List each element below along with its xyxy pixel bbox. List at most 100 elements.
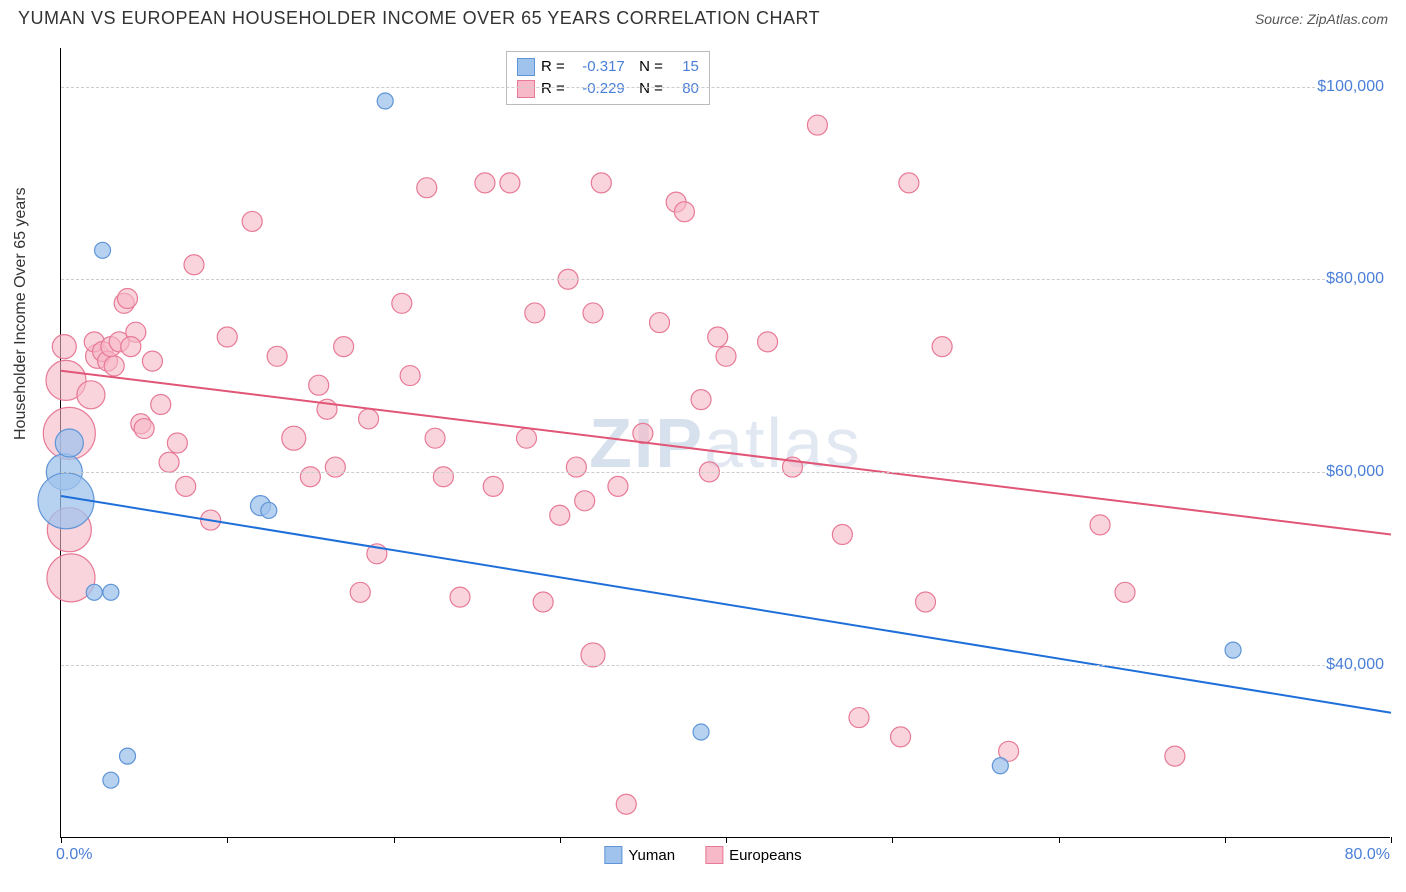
data-point — [400, 366, 420, 386]
data-point — [425, 428, 445, 448]
data-point — [517, 428, 537, 448]
x-tick — [892, 837, 893, 843]
data-point — [52, 335, 76, 359]
data-point — [899, 173, 919, 193]
data-point — [550, 505, 570, 525]
data-point — [708, 327, 728, 347]
legend-label: Yuman — [628, 847, 675, 864]
data-point — [142, 351, 162, 371]
data-point — [334, 337, 354, 357]
regression-line — [61, 496, 1391, 713]
x-tick — [61, 837, 62, 843]
data-point — [103, 584, 119, 600]
data-point — [1225, 642, 1241, 658]
data-point — [176, 476, 196, 496]
data-point — [832, 525, 852, 545]
legend-r-value: -0.317 — [571, 56, 625, 78]
legend-swatch — [705, 846, 723, 864]
data-point — [392, 293, 412, 313]
data-point — [377, 93, 393, 109]
gridline — [61, 472, 1390, 473]
data-point — [583, 303, 603, 323]
data-point — [581, 643, 605, 667]
legend-r-value: -0.229 — [571, 78, 625, 100]
x-tick — [560, 837, 561, 843]
data-point — [134, 419, 154, 439]
data-point — [104, 356, 124, 376]
legend-swatch — [604, 846, 622, 864]
series-legend: Yuman Europeans — [604, 846, 801, 864]
data-point — [309, 375, 329, 395]
data-point — [633, 423, 653, 443]
data-point — [674, 202, 694, 222]
data-point — [167, 433, 187, 453]
gridline — [61, 87, 1390, 88]
data-point — [650, 313, 670, 333]
plot-area: ZIPatlas R =-0.317 N =15R =-0.229 N =80 … — [60, 48, 1390, 838]
correlation-legend: R = -0.317 N = 15R =-0.229 N =80 — [506, 51, 710, 105]
data-point — [758, 332, 778, 352]
data-point — [55, 429, 83, 457]
x-axis-min-label: 0.0% — [56, 846, 92, 864]
legend-item: Europeans — [705, 846, 802, 864]
data-point — [267, 346, 287, 366]
gridline — [61, 665, 1390, 666]
data-point — [475, 173, 495, 193]
legend-r-label: R = — [541, 56, 565, 78]
data-point — [616, 794, 636, 814]
data-point — [359, 409, 379, 429]
data-point — [118, 288, 138, 308]
data-point — [159, 452, 179, 472]
data-point — [450, 587, 470, 607]
data-point — [500, 173, 520, 193]
y-axis-label: Householder Income Over 65 years — [12, 187, 30, 440]
data-point — [95, 242, 111, 258]
data-point — [525, 303, 545, 323]
legend-n-value: 15 — [669, 56, 699, 78]
data-point — [77, 381, 105, 409]
data-point — [300, 467, 320, 487]
data-point — [575, 491, 595, 511]
data-point — [691, 390, 711, 410]
data-point — [417, 178, 437, 198]
data-point — [121, 337, 141, 357]
x-tick — [1391, 837, 1392, 843]
x-tick — [1059, 837, 1060, 843]
data-point — [86, 584, 102, 600]
data-point — [350, 582, 370, 602]
data-point — [103, 772, 119, 788]
data-point — [325, 457, 345, 477]
data-point — [261, 502, 277, 518]
x-tick — [726, 837, 727, 843]
data-point — [483, 476, 503, 496]
data-point — [1165, 746, 1185, 766]
data-point — [932, 337, 952, 357]
legend-label: Europeans — [729, 847, 802, 864]
data-point — [151, 394, 171, 414]
data-point — [992, 758, 1008, 774]
legend-n-label: N = — [631, 56, 663, 78]
data-point — [566, 457, 586, 477]
legend-swatch — [517, 80, 535, 98]
legend-n-value: 80 — [669, 78, 699, 100]
chart-container: YUMAN VS EUROPEAN HOUSEHOLDER INCOME OVE… — [0, 0, 1406, 892]
x-axis-max-label: 80.0% — [1345, 846, 1390, 864]
data-point — [849, 708, 869, 728]
data-point — [608, 476, 628, 496]
data-point — [693, 724, 709, 740]
y-tick-label: $80,000 — [1326, 270, 1392, 288]
y-tick-label: $40,000 — [1326, 656, 1392, 674]
legend-row: R =-0.229 N =80 — [517, 78, 699, 100]
scatter-svg — [61, 48, 1390, 837]
data-point — [120, 748, 136, 764]
data-point — [1090, 515, 1110, 535]
x-tick — [227, 837, 228, 843]
data-point — [891, 727, 911, 747]
data-point — [282, 426, 306, 450]
data-point — [433, 467, 453, 487]
x-tick — [1225, 837, 1226, 843]
data-point — [533, 592, 553, 612]
data-point — [591, 173, 611, 193]
legend-row: R = -0.317 N = 15 — [517, 56, 699, 78]
data-point — [916, 592, 936, 612]
